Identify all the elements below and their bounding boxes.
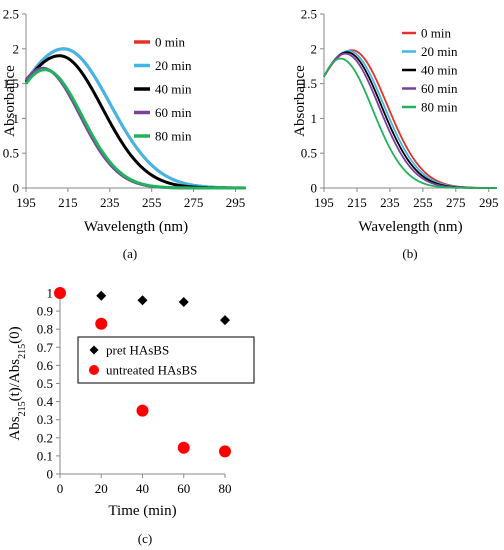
legend-label: 40 min [155,82,192,97]
y-tick-label: 0.7 [37,340,54,355]
series-line-40-min [24,54,247,190]
legend-label: 40 min [421,63,458,78]
chart-c: 0 0.1 0.2 0.3 0.4 0.5 0.6 0.7 0.8 0.9 1 0 20 40 60 80 Ti… [7,286,255,546]
legend-label: untreated HAsBS [106,363,197,378]
x-tick-label: 295 [479,195,499,210]
x-tick-label: 80 [219,481,232,496]
y-axis-label: Absorbance [292,65,308,137]
series-line-20-min [24,47,247,190]
legend-label: 20 min [155,58,192,73]
series-line-80-min [24,68,247,190]
data-point-untreated [177,441,190,454]
panel-label: (b) [402,246,417,261]
data-point-pret [137,295,148,306]
y-tick-label: 0.8 [37,322,53,337]
x-tick-label: 275 [184,195,204,210]
y-tick-label: 1.5 [301,76,317,91]
y-axis-label-part: (0) [7,326,23,344]
data-point-pret [96,290,107,301]
y-tick-label: 2.5 [3,7,19,22]
data-point-untreated [136,404,149,417]
x-tick-label: 40 [136,481,149,496]
y-axis-label: Abs215(t)/Abs215(0) [7,326,28,440]
legend-label: 80 min [421,100,458,115]
y-axis-label-part: Abs [7,416,23,440]
y-tick-label: 0.2 [37,430,53,445]
y-tick-label: 2 [13,41,20,56]
chart-a: 0 0.5 1 1.5 2 2.5 195 215 235 255 275 295 Wavelength… [2,7,247,261]
x-tick-label: 215 [58,195,78,210]
y-tick-label: 0 [47,467,54,482]
legend-marker [89,345,99,355]
chart-b: 0 0.5 1 1.5 2 2.5 195 215 235 255 275 295 Wavelength… [292,7,499,262]
data-point-pret [220,315,230,326]
legend-label: 20 min [421,44,458,59]
y-tick-label: 0.4 [37,394,54,409]
legend-label: pret HAsBS [106,343,169,358]
y-axis-label-subscript: 215 [17,344,28,359]
data-point-untreated [219,445,231,458]
y-tick-label: 0.1 [37,448,53,463]
y-axis-label: Absorbance [2,65,18,137]
legend-label: 80 min [155,129,192,144]
x-tick-label: 0 [57,481,64,496]
legend-label: 0 min [421,26,451,41]
y-tick-label: 0 [311,181,318,196]
series-line-60-min [323,52,498,189]
y-tick-label: 2.5 [301,7,317,22]
x-tick-label: 215 [347,195,367,210]
data-point-untreated [54,287,66,299]
y-tick-label: 0.6 [37,358,54,373]
y-tick-label: 1 [311,111,318,126]
y-tick-label: 0.5 [301,146,317,161]
panel-label: (c) [138,531,152,546]
x-axis-label: Wavelength (nm) [84,219,188,235]
x-tick-label: 235 [380,195,400,210]
x-tick-label: 255 [142,195,162,210]
x-tick-label: 20 [95,481,108,496]
y-tick-label: 0.5 [37,376,53,391]
x-tick-label: 235 [100,195,120,210]
data-point-pret [178,297,189,308]
y-tick-label: 1.5 [3,76,19,91]
x-tick-label: 295 [226,195,246,210]
legend-marker [89,365,99,375]
legend-box [77,336,255,384]
x-axis-label: Time (min) [108,503,176,519]
y-tick-label: 2 [311,41,318,56]
x-tick-label: 275 [446,195,466,210]
y-tick-label: 1 [13,111,20,126]
y-axis-label-subscript: 215 [17,401,28,416]
data-point-untreated [95,317,108,330]
series-line-0-min [24,47,247,190]
series-line-60-min [24,66,247,190]
x-tick-label: 255 [413,195,433,210]
legend-label: 0 min [155,35,185,50]
y-tick-label: 1 [47,286,54,301]
y-tick-label: 0.5 [3,146,19,161]
legend-label: 60 min [155,105,192,120]
legend-label: 60 min [421,81,458,96]
x-tick-label: 195 [314,195,334,210]
panel-label: (a) [123,246,137,261]
x-tick-label: 195 [16,195,36,210]
y-tick-label: 0.9 [37,304,53,319]
x-tick-label: 60 [177,481,190,496]
y-tick-label: 0 [13,181,20,196]
y-tick-label: 0.3 [37,412,53,427]
x-axis-label: Wavelength (nm) [358,219,462,235]
y-axis-label-part: (t)/Abs [7,359,23,402]
series-line-80-min [323,57,498,189]
